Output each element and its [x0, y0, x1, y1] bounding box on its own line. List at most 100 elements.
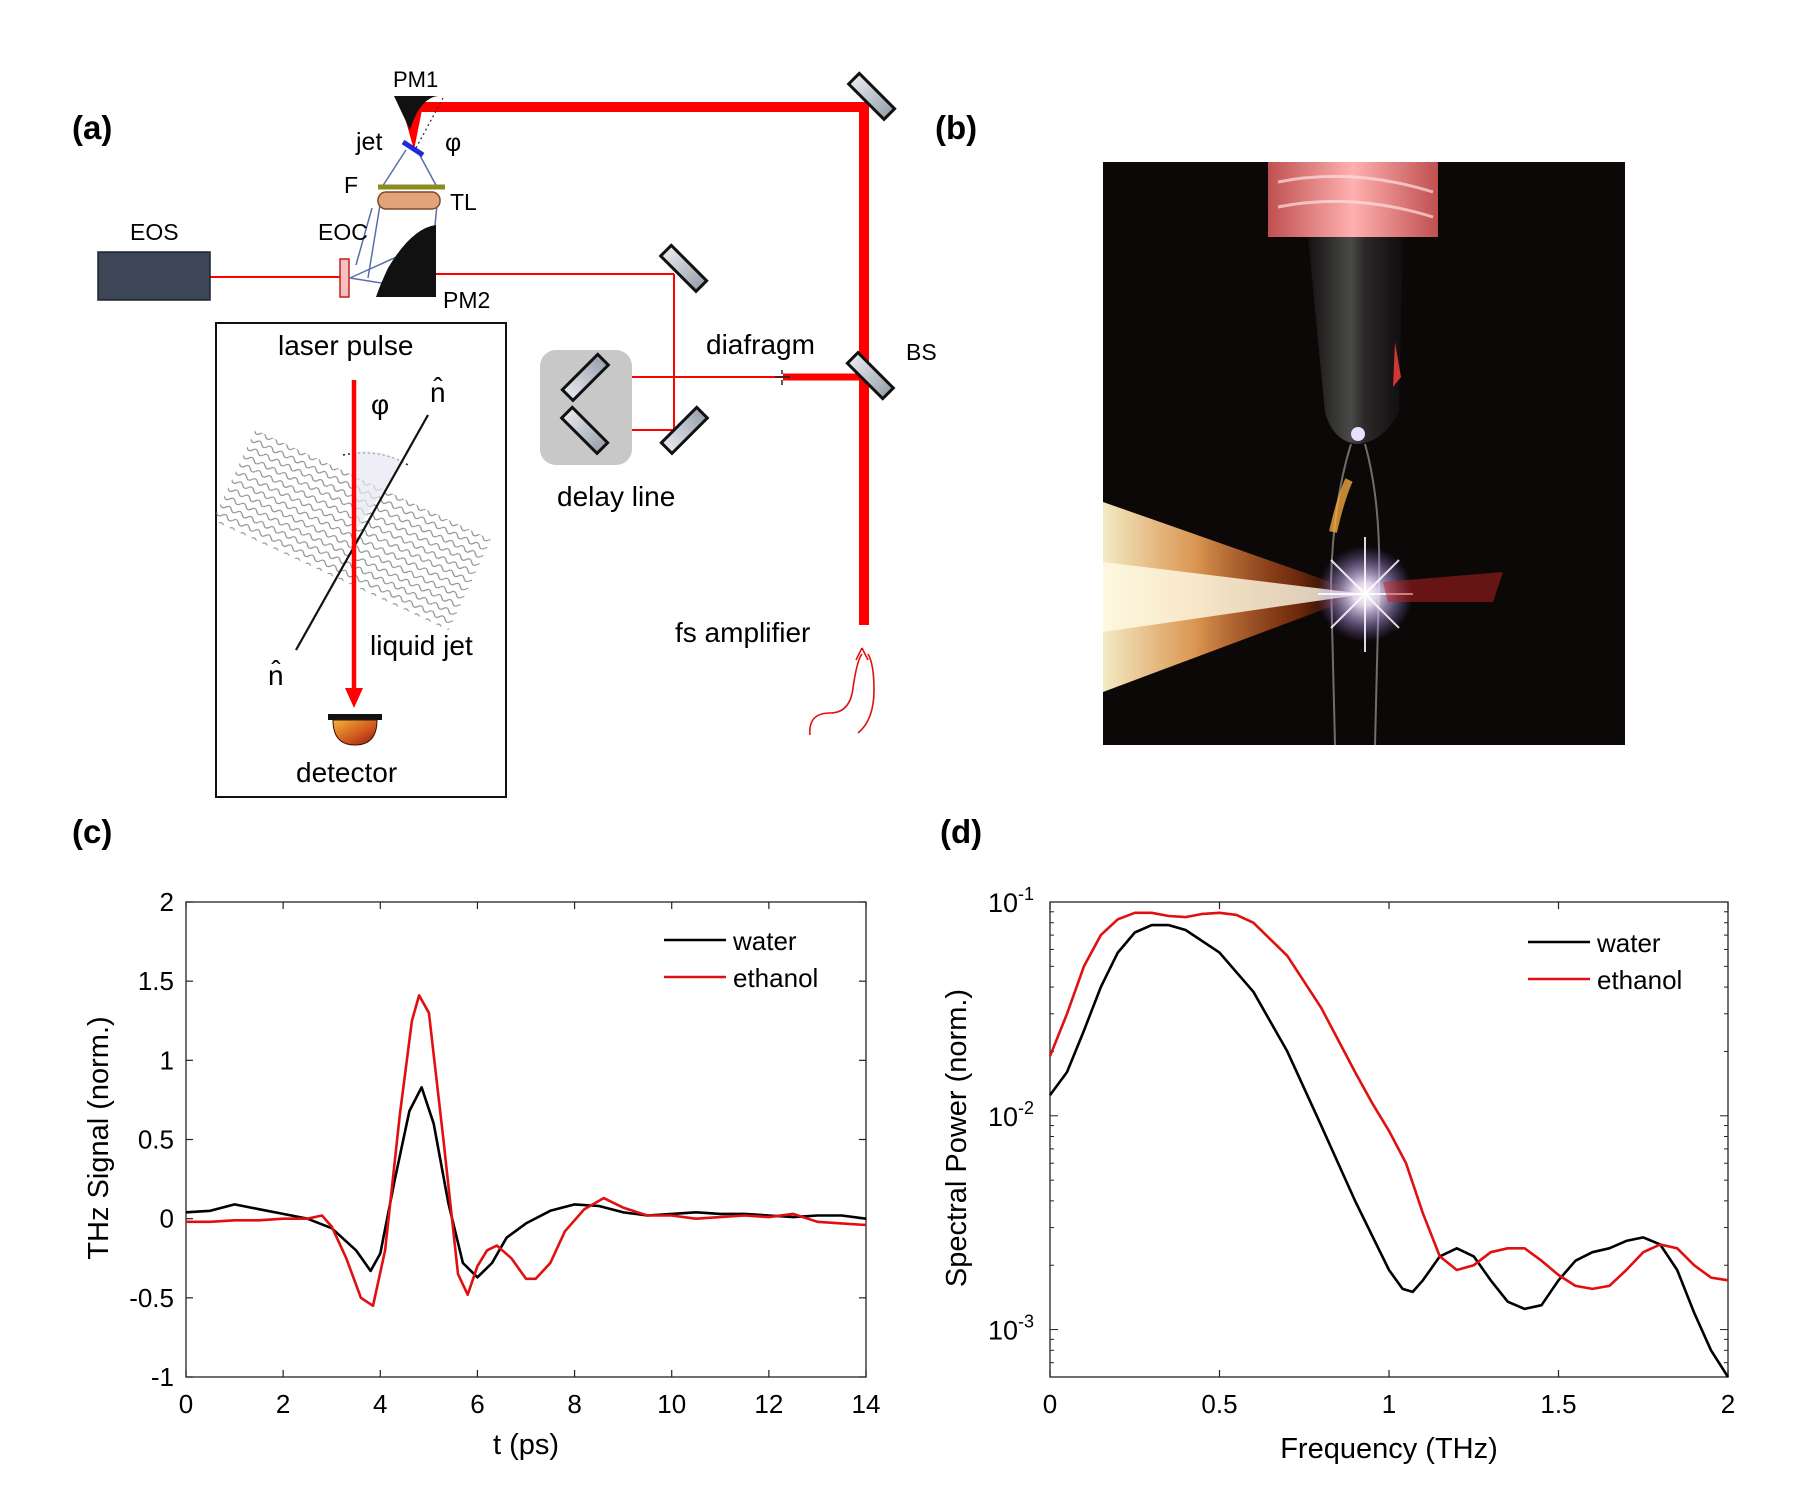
- x-tick-label: 2: [276, 1389, 290, 1419]
- x-tick-label: 0.5: [1201, 1389, 1237, 1419]
- tl-lens: [377, 191, 441, 210]
- panel-label-c: (c): [72, 813, 112, 850]
- bs-label: BS: [906, 339, 937, 365]
- legend-ethanol-label: ethanol: [733, 963, 818, 993]
- delay-line-label: delay line: [557, 481, 675, 512]
- photo-star-spikes: [1318, 537, 1413, 652]
- y-tick-label: 10-3: [988, 1312, 1034, 1346]
- panel-label-b: (b): [935, 109, 977, 146]
- photo-plume-core: [1103, 562, 1365, 632]
- legend-water-label-d: water: [1596, 928, 1661, 958]
- setup-diagram: PM1 jet φ F TL EOS EOC PM2 BS delay line: [97, 67, 937, 736]
- x-tick-label: 4: [373, 1389, 387, 1419]
- y-tick-label: 0: [160, 1204, 174, 1234]
- mirror-probe-top: [658, 243, 709, 294]
- chart-c-xlabel: t (ps): [493, 1429, 559, 1461]
- return-mirror: [659, 405, 710, 456]
- photo-spark-streak: [1329, 478, 1353, 533]
- jet-marker: [401, 139, 425, 158]
- detector-window: [328, 714, 382, 720]
- eos-label: EOS: [130, 219, 179, 245]
- pm2-label: PM2: [443, 287, 490, 313]
- x-tick-label: 1.5: [1540, 1389, 1576, 1419]
- pm1-mirror: [394, 96, 438, 130]
- phi-wedge: [354, 451, 404, 533]
- x-tick-label: 2: [1721, 1389, 1735, 1419]
- inset-diagram: laser pulse φ n̂ n̂ liquid jet detector: [213, 322, 507, 798]
- photo-drawing: [1103, 162, 1625, 745]
- inset-n-hat-top: n̂: [430, 377, 446, 408]
- diafragm-symbol: [775, 370, 790, 385]
- tl-label: TL: [450, 189, 477, 215]
- jet-label: jet: [355, 128, 382, 156]
- mirror-top-right: [846, 71, 897, 122]
- detector-icon: [332, 719, 378, 746]
- x-tick-label: 6: [470, 1389, 484, 1419]
- chart-d-legend: water ethanol: [1528, 928, 1682, 995]
- inset-n-hat-bottom: n̂: [268, 660, 284, 691]
- diafragm-label: diafragm: [706, 329, 815, 360]
- chart-c-lines: [185, 994, 867, 1308]
- fs-amplifier-label: fs amplifier: [675, 617, 810, 648]
- chart-c-ticks: 0 2 4 6 8 10 12 14 -1 -0.5 0 0.5 1 1.5 2: [129, 887, 880, 1419]
- photo-liquid-jet: [1103, 162, 1625, 745]
- chart-thz-signal: 0 2 4 6 8 10 12 14 -1 -0.5 0 0.5 1 1.5 2 t (ps) THz Si…: [83, 887, 880, 1461]
- legend-ethanol-label-d: ethanol: [1597, 965, 1682, 995]
- pulse-arrow: [855, 647, 869, 661]
- y-tick-label: 10-2: [988, 1098, 1034, 1132]
- chart-c-legend: water ethanol: [664, 926, 818, 993]
- pm2-mirror: [376, 225, 436, 297]
- chart-d-lines: [1048, 911, 1730, 1378]
- y-tick-label: 0.5: [138, 1125, 174, 1155]
- inset-laser-pulse-label: laser pulse: [278, 330, 413, 361]
- photo-tube: [1268, 162, 1438, 237]
- chart-d-ylabel: Spectral Power (norm.): [941, 989, 973, 1287]
- series-line-water: [185, 1086, 867, 1279]
- filter-label: F: [344, 172, 358, 198]
- series-line-ethanol: [186, 994, 867, 1308]
- series-line-ethanol: [1048, 911, 1729, 1291]
- photo-red-glow: [1383, 572, 1503, 602]
- x-tick-label: 14: [852, 1389, 881, 1419]
- y-tick-label: 1.5: [138, 966, 174, 996]
- eoc-label: EOC: [318, 219, 368, 245]
- photo-nozzle: [1308, 237, 1403, 444]
- normal-line: [295, 414, 429, 651]
- x-tick-label: 10: [657, 1389, 686, 1419]
- photo-tube-stripes: [1277, 174, 1434, 219]
- beam-splitter: [845, 350, 896, 401]
- y-tick-label: 1: [160, 1045, 174, 1075]
- inset-phi-label: φ: [371, 389, 389, 420]
- inset-laser-arrowhead: [345, 688, 363, 708]
- panel-label-a: (a): [72, 109, 112, 146]
- x-tick-label: 12: [754, 1389, 783, 1419]
- panel-label-d: (d): [940, 813, 982, 850]
- y-tick-label: 2: [160, 887, 174, 917]
- photo-nozzle-spot: [1351, 427, 1365, 441]
- x-tick-label: 8: [567, 1389, 581, 1419]
- delay-mirror-upper: [560, 352, 611, 403]
- eoc-crystal: [339, 258, 350, 298]
- delay-line-stage: [540, 350, 632, 465]
- delay-mirror-lower: [559, 405, 610, 456]
- photo-nozzle-glint: [1393, 342, 1401, 387]
- phi-label: φ: [445, 129, 461, 157]
- pm1-label: PM1: [393, 67, 438, 92]
- y-tick-label: -0.5: [129, 1283, 174, 1313]
- chart-d-xlabel: Frequency (THz): [1280, 1433, 1498, 1465]
- x-tick-label: 0: [179, 1389, 193, 1419]
- series-line-water: [1048, 923, 1730, 1378]
- detector-label: detector: [296, 757, 397, 788]
- chart-spectral-power: 0 0.5 1 1.5 2 10-3 10-2 10-1 Frequency (THz) Sp…: [941, 884, 1735, 1465]
- chart-c-ylabel: THz Signal (norm.): [83, 1016, 115, 1259]
- eos-box: [97, 251, 211, 301]
- legend-water-label: water: [732, 926, 797, 956]
- y-tick-label: 10-1: [988, 884, 1034, 918]
- x-tick-label: 0: [1043, 1389, 1057, 1419]
- x-tick-label: 1: [1382, 1389, 1396, 1419]
- chart-d-ticks: 0 0.5 1 1.5 2 10-3 10-2 10-1: [988, 884, 1735, 1419]
- inset-liquid-jet-label: liquid jet: [370, 630, 473, 661]
- y-tick-label: -1: [151, 1362, 174, 1392]
- pulse-waveform: [809, 653, 875, 736]
